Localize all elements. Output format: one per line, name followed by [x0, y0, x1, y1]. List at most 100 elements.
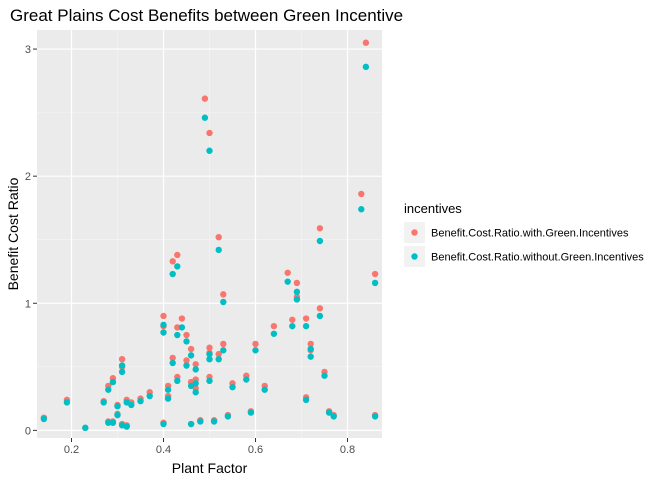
point-without-incentives — [105, 419, 112, 426]
point-without-incentives — [307, 353, 314, 360]
point-without-incentives — [174, 377, 181, 385]
chart-title: Great Plains Cost Benefits between Green… — [10, 6, 403, 25]
point-without-incentives — [215, 246, 222, 254]
point-without-incentives — [220, 298, 227, 306]
point-without-incentives — [270, 330, 278, 337]
point-without-incentives — [178, 324, 186, 331]
point-without-incentives — [284, 278, 291, 285]
point-without-incentives — [128, 401, 135, 409]
point-without-incentives — [123, 423, 130, 430]
y-tick-label: 1 — [25, 298, 31, 310]
point-without-incentives — [197, 418, 204, 425]
point-with-incentives — [362, 39, 370, 46]
point-without-incentives — [206, 350, 213, 358]
point-without-incentives — [224, 413, 232, 420]
point-without-incentives — [114, 411, 121, 419]
legend-key-marker — [411, 229, 418, 236]
point-with-incentives — [174, 324, 181, 331]
point-without-incentives — [118, 368, 126, 376]
data-points — [40, 39, 379, 432]
point-without-incentives — [160, 329, 167, 336]
point-without-incentives — [109, 419, 117, 426]
point-with-incentives — [118, 355, 126, 363]
point-without-incentives — [206, 355, 213, 363]
x-axis: 0.2 0.4 0.6 0.8 — [64, 438, 355, 456]
point-without-incentives — [371, 413, 379, 420]
point-with-incentives — [252, 340, 259, 348]
point-without-incentives — [371, 279, 379, 287]
point-without-incentives — [307, 345, 314, 353]
y-tick-label: 3 — [25, 44, 31, 56]
point-without-incentives — [316, 237, 324, 245]
x-axis-title: Plant Factor — [172, 460, 248, 476]
point-without-incentives — [192, 380, 199, 387]
point-with-incentives — [289, 316, 296, 323]
point-without-incentives — [63, 399, 71, 406]
point-without-incentives — [40, 415, 48, 423]
grid-minor — [37, 30, 382, 438]
point-without-incentives — [229, 383, 236, 391]
point-without-incentives — [220, 347, 227, 354]
point-without-incentives — [169, 359, 176, 367]
point-without-incentives — [293, 296, 301, 303]
point-with-incentives — [293, 279, 301, 287]
point-with-incentives — [316, 225, 324, 232]
point-without-incentives — [293, 288, 301, 296]
point-with-incentives — [316, 305, 324, 312]
point-without-incentives — [146, 392, 153, 400]
point-without-incentives — [358, 206, 365, 213]
point-without-incentives — [210, 418, 218, 425]
point-with-incentives — [178, 315, 186, 322]
point-without-incentives — [109, 378, 117, 386]
point-without-incentives — [187, 352, 195, 359]
y-axis: 0 1 2 3 — [25, 44, 37, 437]
point-without-incentives — [137, 397, 144, 405]
point-with-incentives — [302, 315, 310, 322]
y-axis-title: Benefit Cost Ratio — [5, 177, 21, 290]
point-with-incentives — [169, 354, 176, 362]
point-without-incentives — [82, 424, 89, 432]
point-with-incentives — [307, 340, 314, 348]
point-without-incentives — [302, 396, 310, 404]
point-with-incentives — [215, 233, 222, 241]
legend-item-label: Benefit.Cost.Ratio.without.Green.Incenti… — [431, 252, 644, 264]
grid-major — [37, 30, 382, 438]
point-without-incentives — [105, 386, 112, 393]
point-without-incentives — [169, 270, 176, 278]
point-without-incentives — [183, 338, 190, 345]
point-without-incentives — [252, 347, 259, 354]
point-with-incentives — [183, 357, 190, 364]
x-tick-label: 0.6 — [248, 444, 263, 456]
point-without-incentives — [100, 399, 107, 406]
point-with-incentives — [187, 345, 195, 353]
point-without-incentives — [261, 386, 268, 393]
point-without-incentives — [321, 372, 328, 379]
point-without-incentives — [302, 322, 310, 330]
x-tick-label: 0.4 — [156, 444, 171, 456]
point-without-incentives — [206, 147, 213, 154]
point-with-incentives — [183, 331, 190, 339]
point-without-incentives — [174, 263, 181, 270]
point-without-incentives — [215, 355, 222, 363]
point-without-incentives — [164, 395, 172, 402]
point-with-incentives — [169, 258, 176, 265]
y-tick-label: 2 — [25, 171, 31, 183]
point-with-incentives — [215, 350, 222, 358]
point-without-incentives — [160, 321, 167, 329]
y-tick-label: 0 — [25, 425, 31, 437]
point-without-incentives — [243, 376, 250, 383]
point-with-incentives — [270, 322, 278, 330]
point-without-incentives — [206, 377, 213, 385]
point-without-incentives — [362, 63, 370, 71]
point-with-incentives — [284, 269, 291, 276]
x-tick-label: 0.2 — [64, 444, 79, 456]
point-without-incentives — [247, 409, 255, 416]
point-without-incentives — [201, 114, 209, 121]
point-without-incentives — [174, 331, 181, 339]
point-with-incentives — [174, 251, 181, 259]
point-without-incentives — [192, 366, 199, 373]
point-without-incentives — [316, 312, 324, 320]
point-with-incentives — [160, 312, 167, 320]
point-with-incentives — [206, 129, 213, 137]
